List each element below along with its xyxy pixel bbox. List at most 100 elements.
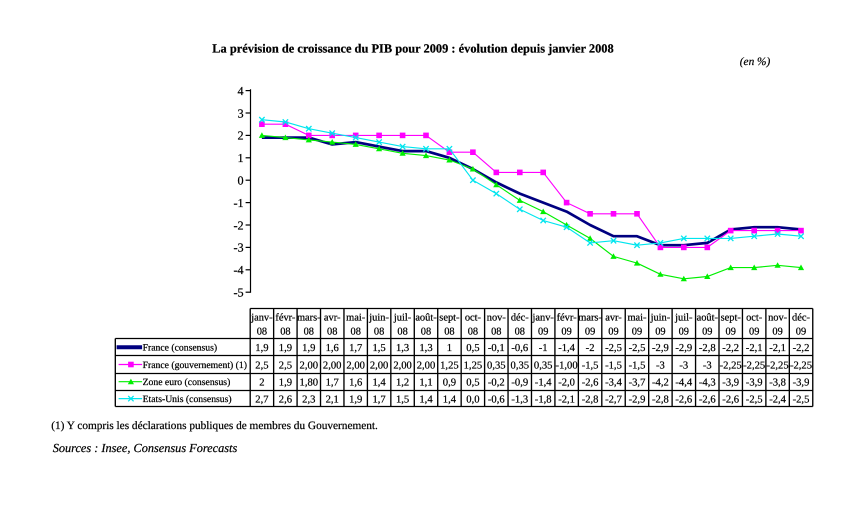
svg-text:1,9: 1,9 [279,378,292,389]
svg-text:2,7: 2,7 [255,394,268,405]
svg-text:-1,00: -1,00 [556,360,578,371]
svg-text:09: 09 [702,326,712,337]
svg-text:-5: -5 [233,286,243,300]
svg-text:-2: -2 [233,218,243,232]
svg-text:-2,4: -2,4 [769,394,786,405]
svg-text:-2,6: -2,6 [582,378,599,389]
svg-text:-1,5: -1,5 [582,360,599,371]
svg-text:-0,6: -0,6 [488,394,505,405]
svg-text:déc-: déc- [511,313,529,324]
svg-text:2,00: 2,00 [300,360,319,371]
svg-text:0,9: 0,9 [443,378,456,389]
svg-text:-2,5: -2,5 [793,394,810,405]
svg-text:09: 09 [538,326,548,337]
svg-text:0,35: 0,35 [534,360,553,371]
svg-text:1,1: 1,1 [419,378,432,389]
svg-text:2: 2 [259,378,264,389]
svg-text:(en %): (en %) [740,56,771,68]
svg-text:1,9: 1,9 [255,343,268,354]
svg-text:2,00: 2,00 [417,360,436,371]
svg-text:-2,1: -2,1 [769,343,786,354]
svg-text:-2,25: -2,25 [720,360,742,371]
svg-text:1,25: 1,25 [440,360,459,371]
svg-text:08: 08 [374,326,384,337]
svg-text:0: 0 [238,174,244,188]
svg-text:-2,5: -2,5 [605,343,622,354]
svg-text:09: 09 [749,326,759,337]
svg-text:-3,8: -3,8 [769,378,786,389]
svg-text:1,6: 1,6 [326,343,339,354]
svg-text:1,5: 1,5 [372,343,385,354]
svg-text:08: 08 [351,326,361,337]
svg-text:-2,25: -2,25 [790,360,812,371]
svg-text:Etats-Unis (consensus): Etats-Unis (consensus) [143,394,232,405]
svg-text:08: 08 [444,326,454,337]
svg-text:juil-: juil- [393,313,412,324]
svg-text:févr-: févr- [557,313,578,324]
svg-text:08: 08 [257,326,267,337]
svg-text:-2,5: -2,5 [629,343,646,354]
svg-text:-3,7: -3,7 [629,378,646,389]
svg-text:08: 08 [280,326,290,337]
svg-text:-2,8: -2,8 [582,394,599,405]
svg-text:Zone euro (consensus): Zone euro (consensus) [143,377,231,388]
svg-text:-1,4: -1,4 [535,378,552,389]
svg-text:nov-: nov- [768,313,788,324]
svg-text:-1,3: -1,3 [511,394,528,405]
svg-text:-2,5: -2,5 [746,394,763,405]
svg-text:1,7: 1,7 [372,394,385,405]
svg-text:-3: -3 [233,241,243,255]
svg-text:janv-: janv- [250,313,273,324]
svg-text:1,6: 1,6 [349,378,362,389]
svg-text:-1,5: -1,5 [605,360,622,371]
svg-text:09: 09 [679,326,689,337]
svg-text:08: 08 [421,326,431,337]
svg-text:juin-: juin- [650,313,671,324]
svg-text:France (gouvernement) (1): France (gouvernement) (1) [143,360,247,371]
svg-text:1,2: 1,2 [396,378,409,389]
svg-text:3: 3 [238,106,244,120]
svg-text:avr-: avr- [324,313,341,324]
svg-text:2,00: 2,00 [346,360,365,371]
svg-text:(1) Y compris les déclarations: (1) Y compris les déclarations publiques… [51,420,378,432]
svg-text:2,00: 2,00 [370,360,389,371]
svg-text:-2,8: -2,8 [699,343,716,354]
svg-text:2,00: 2,00 [323,360,342,371]
svg-text:09: 09 [772,326,782,337]
svg-text:1,7: 1,7 [349,343,362,354]
svg-text:1,4: 1,4 [443,394,457,405]
svg-text:-3,9: -3,9 [746,378,763,389]
svg-text:09: 09 [796,326,806,337]
svg-text:1,3: 1,3 [396,343,409,354]
svg-text:09: 09 [585,326,595,337]
svg-text:déc-: déc- [792,313,810,324]
svg-text:-2,8: -2,8 [652,394,669,405]
svg-text:-1,4: -1,4 [558,343,575,354]
svg-text:2,5: 2,5 [279,360,292,371]
svg-text:1,9: 1,9 [279,343,292,354]
svg-text:nov-: nov- [487,313,507,324]
svg-text:-0,6: -0,6 [511,343,528,354]
svg-text:2,00: 2,00 [393,360,412,371]
svg-text:août-: août- [415,313,437,324]
svg-text:-2,25: -2,25 [767,360,789,371]
svg-text:-2,6: -2,6 [675,394,692,405]
svg-text:avr-: avr- [605,313,622,324]
svg-text:-2,1: -2,1 [558,394,575,405]
svg-text:juil-: juil- [674,313,693,324]
svg-text:-0,2: -0,2 [488,378,505,389]
svg-text:-1,8: -1,8 [535,394,552,405]
svg-text:0,5: 0,5 [466,378,479,389]
svg-text:-4,2: -4,2 [652,378,669,389]
svg-text:1,4: 1,4 [419,394,433,405]
svg-text:-4,4: -4,4 [675,378,692,389]
svg-text:1,5: 1,5 [396,394,409,405]
svg-text:1: 1 [238,151,244,165]
svg-text:-3: -3 [679,360,688,371]
svg-text:-2,1: -2,1 [746,343,763,354]
svg-text:oct-: oct- [746,313,763,324]
svg-text:juin-: juin- [368,313,389,324]
svg-text:1,3: 1,3 [419,343,432,354]
svg-text:-3,9: -3,9 [722,378,739,389]
svg-text:-2,0: -2,0 [558,378,575,389]
